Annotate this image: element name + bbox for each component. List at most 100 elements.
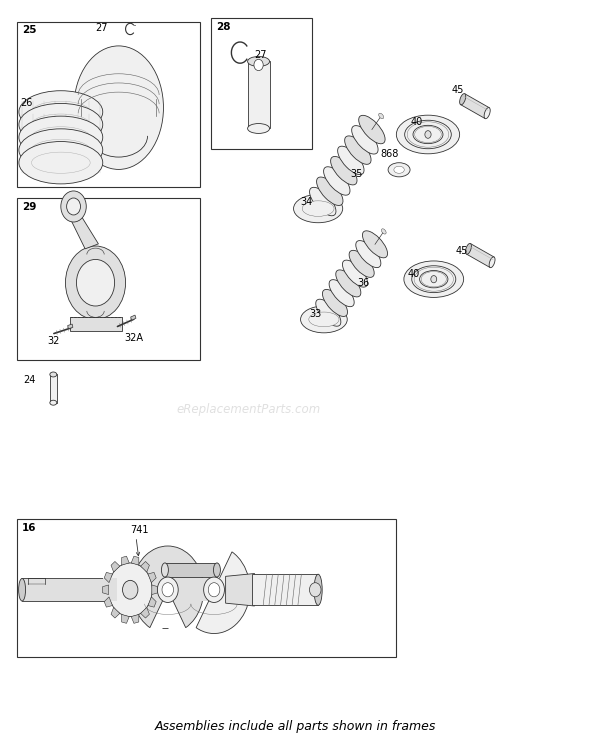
Bar [22, 579, 109, 601]
Text: 27: 27 [254, 50, 267, 59]
Text: 868: 868 [381, 149, 399, 158]
Ellipse shape [352, 126, 378, 154]
Polygon shape [68, 207, 99, 249]
Polygon shape [461, 94, 489, 119]
Text: 32: 32 [48, 336, 60, 346]
Text: 45: 45 [451, 85, 464, 95]
Ellipse shape [460, 94, 466, 105]
Text: 36: 36 [357, 278, 369, 288]
Ellipse shape [419, 270, 448, 288]
Circle shape [431, 276, 437, 283]
Polygon shape [148, 572, 156, 583]
Text: 27: 27 [96, 23, 108, 33]
Polygon shape [103, 585, 109, 594]
Text: Assemblies include all parts shown in frames: Assemblies include all parts shown in fr… [155, 721, 435, 733]
Circle shape [310, 583, 321, 597]
Ellipse shape [413, 126, 443, 143]
Circle shape [67, 198, 80, 215]
Ellipse shape [484, 108, 490, 119]
Text: 24: 24 [23, 375, 35, 385]
Polygon shape [111, 607, 120, 618]
Circle shape [123, 580, 138, 599]
Ellipse shape [309, 312, 339, 327]
Ellipse shape [362, 231, 388, 258]
Bar [18, 198, 199, 360]
Ellipse shape [316, 299, 341, 326]
Ellipse shape [388, 163, 410, 177]
Ellipse shape [19, 91, 103, 133]
Ellipse shape [323, 166, 350, 195]
Ellipse shape [214, 563, 221, 577]
Polygon shape [68, 324, 73, 329]
Ellipse shape [302, 201, 334, 216]
Text: 33: 33 [310, 310, 322, 319]
Ellipse shape [248, 56, 270, 66]
Ellipse shape [381, 229, 386, 234]
Ellipse shape [19, 103, 103, 146]
Ellipse shape [356, 241, 381, 267]
Text: 16: 16 [22, 522, 37, 533]
Ellipse shape [317, 177, 343, 206]
Ellipse shape [337, 146, 364, 175]
Polygon shape [152, 585, 158, 594]
Circle shape [77, 259, 114, 306]
Ellipse shape [379, 113, 384, 119]
Bar [252, 574, 318, 606]
Text: 40: 40 [408, 269, 420, 279]
Text: eReplacementParts.com: eReplacementParts.com [176, 403, 321, 416]
Polygon shape [122, 557, 129, 565]
Circle shape [208, 583, 220, 597]
Ellipse shape [394, 166, 404, 173]
Polygon shape [140, 607, 149, 618]
Polygon shape [122, 614, 129, 623]
Ellipse shape [19, 116, 103, 158]
Bar [248, 62, 270, 129]
Wedge shape [196, 552, 250, 634]
Polygon shape [467, 244, 494, 267]
Polygon shape [131, 557, 139, 565]
Ellipse shape [19, 579, 25, 601]
Polygon shape [104, 597, 113, 607]
Ellipse shape [489, 257, 495, 267]
Ellipse shape [404, 261, 464, 297]
Polygon shape [130, 315, 136, 320]
Bar [162, 579, 220, 601]
Circle shape [425, 131, 431, 138]
Ellipse shape [349, 250, 374, 277]
Text: 45: 45 [455, 246, 467, 256]
Text: 28: 28 [216, 22, 230, 31]
Wedge shape [132, 546, 204, 628]
Text: 29: 29 [22, 201, 37, 212]
Ellipse shape [396, 115, 460, 154]
Polygon shape [140, 562, 149, 572]
Ellipse shape [329, 279, 354, 307]
Ellipse shape [162, 563, 168, 577]
Bar [50, 374, 57, 403]
Ellipse shape [345, 136, 371, 164]
Ellipse shape [300, 306, 348, 333]
Polygon shape [111, 562, 120, 572]
Ellipse shape [19, 129, 103, 171]
Ellipse shape [342, 260, 368, 287]
Text: 741: 741 [130, 525, 149, 535]
Circle shape [65, 246, 126, 319]
Ellipse shape [74, 46, 163, 169]
Bar [18, 22, 199, 187]
Circle shape [254, 59, 263, 71]
Circle shape [158, 577, 178, 603]
Bar [103, 579, 117, 601]
Polygon shape [104, 572, 113, 583]
Circle shape [61, 191, 86, 222]
Bar [211, 18, 312, 149]
Ellipse shape [330, 157, 357, 185]
Text: 26: 26 [20, 98, 32, 108]
Ellipse shape [248, 123, 270, 134]
Text: 25: 25 [22, 25, 37, 35]
Circle shape [204, 577, 224, 603]
Text: 32A: 32A [124, 334, 143, 343]
Ellipse shape [19, 141, 103, 184]
Text: 35: 35 [350, 169, 362, 179]
Ellipse shape [405, 120, 451, 149]
Ellipse shape [412, 266, 456, 293]
Ellipse shape [359, 115, 385, 143]
